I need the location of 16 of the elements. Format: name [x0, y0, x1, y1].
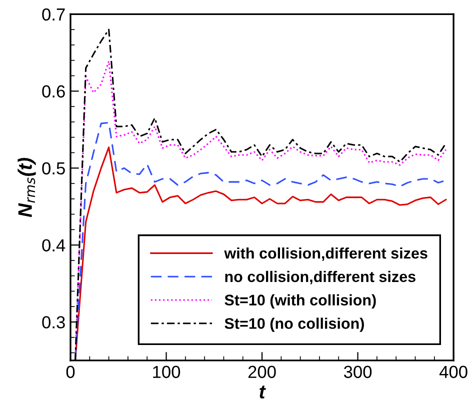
- x-tick-label: 100: [153, 366, 180, 378]
- x-tick-label: 400: [439, 366, 468, 378]
- x-tick-label: 0: [66, 366, 75, 378]
- legend-label: with collision,different sizes: [224, 247, 428, 261]
- y-tick-label: 0.5: [42, 162, 65, 175]
- y-tick-label: 0.7: [42, 8, 65, 21]
- x-axis-title: t: [260, 386, 266, 399]
- y-tick-label: 0.6: [42, 85, 65, 98]
- x-tick-label: 300: [344, 366, 372, 378]
- y-tick-label: 0.3: [42, 316, 65, 328]
- x-tick-label: 200: [248, 366, 276, 378]
- legend-label: no collision,different sizes: [225, 270, 416, 284]
- legend-label: St=10 (with collision): [224, 294, 376, 309]
- y-axis-title: N$_{rms}$(t): [18, 158, 36, 218]
- y-tick-label: 0.4: [42, 239, 66, 252]
- legend-label: St=10 (no collision): [224, 318, 364, 332]
